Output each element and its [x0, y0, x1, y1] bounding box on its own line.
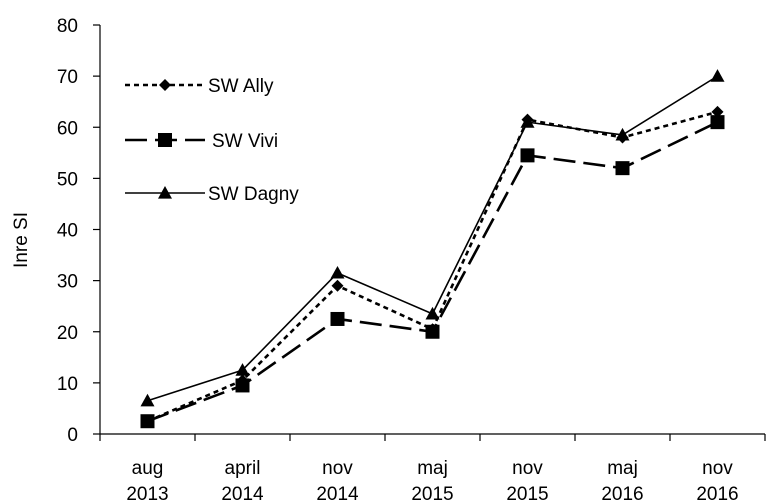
x-tick-label-line: 2015 [506, 484, 548, 504]
data-point [140, 393, 155, 407]
x-tick-label: maj 2015 [411, 458, 453, 504]
legend-marker [159, 79, 171, 91]
x-tick-label-line: nov [512, 458, 543, 479]
tick-labels: 0 10 20 30 40 50 60 70 80 aug 2013 april 2014 nov 2014… [57, 16, 739, 504]
x-tick-label: april 2014 [221, 458, 264, 504]
x-tick-label: nov 2016 [696, 458, 738, 504]
series-line [146, 110, 718, 423]
y-tick-label: 60 [57, 118, 78, 139]
y-tick-label: 0 [67, 425, 78, 446]
series-sw-ally [141, 105, 724, 428]
x-tick-label: aug 2013 [126, 458, 168, 504]
data-point [615, 127, 630, 141]
data-point [235, 378, 250, 393]
data-point [235, 363, 250, 376]
data-point [425, 324, 440, 339]
data-point [710, 69, 725, 82]
legend: SW Ally SW Vivi SW Dagny [125, 76, 299, 205]
data-point [330, 311, 345, 326]
legend-item: SW Dagny [125, 184, 299, 205]
legend-item: SW Ally [125, 76, 274, 97]
x-tick-label-line: 2014 [316, 484, 359, 504]
y-tick-label: 20 [57, 323, 78, 344]
x-tick-label-line: 2016 [696, 484, 738, 504]
data-point [330, 265, 345, 279]
data-point [425, 306, 440, 320]
data-point [140, 414, 155, 429]
x-tick-label-line: 2014 [221, 484, 264, 504]
legend-item: SW Vivi [125, 131, 278, 152]
axes [93, 24, 766, 441]
series-line [147, 120, 719, 423]
x-tick-label-line: nov [702, 458, 733, 479]
x-tick-label-line: 2013 [126, 484, 168, 504]
y-axis-title: Inre SI [11, 212, 32, 268]
y-tick-label: 80 [57, 16, 78, 37]
legend-label: SW Vivi [212, 131, 278, 152]
x-tick-label: maj 2016 [601, 458, 643, 504]
series-sw-dagny [140, 69, 725, 407]
legend-marker [158, 186, 172, 199]
legend-label: SW Ally [208, 76, 274, 97]
y-tick-label: 70 [57, 67, 78, 88]
series-sw-vivi [140, 115, 725, 429]
x-tick-label-line: april [225, 458, 261, 479]
x-tick-label-line: aug [132, 458, 164, 479]
x-tick-label-line: nov [322, 458, 353, 479]
x-tick-label-line: maj [607, 458, 638, 479]
legend-marker [158, 133, 172, 147]
x-tick-label: nov 2014 [316, 458, 359, 504]
x-tick-label-line: 2015 [411, 484, 453, 504]
data-point [331, 279, 344, 292]
y-tick-label: 10 [57, 374, 78, 395]
data-point [520, 148, 535, 163]
x-tick-label-line: 2016 [601, 484, 643, 504]
y-tick-label: 40 [57, 221, 78, 242]
data-point [520, 115, 535, 128]
data-point [711, 105, 724, 118]
x-tick-label: nov 2015 [506, 458, 548, 504]
data-point [710, 115, 725, 130]
y-tick-label: 30 [57, 272, 78, 293]
series-line [147, 75, 718, 402]
x-tick-label-line: maj [417, 458, 448, 479]
series-layer [140, 69, 725, 429]
y-tick-label: 50 [57, 169, 78, 190]
data-point [615, 161, 630, 176]
legend-label: SW Dagny [208, 184, 299, 205]
